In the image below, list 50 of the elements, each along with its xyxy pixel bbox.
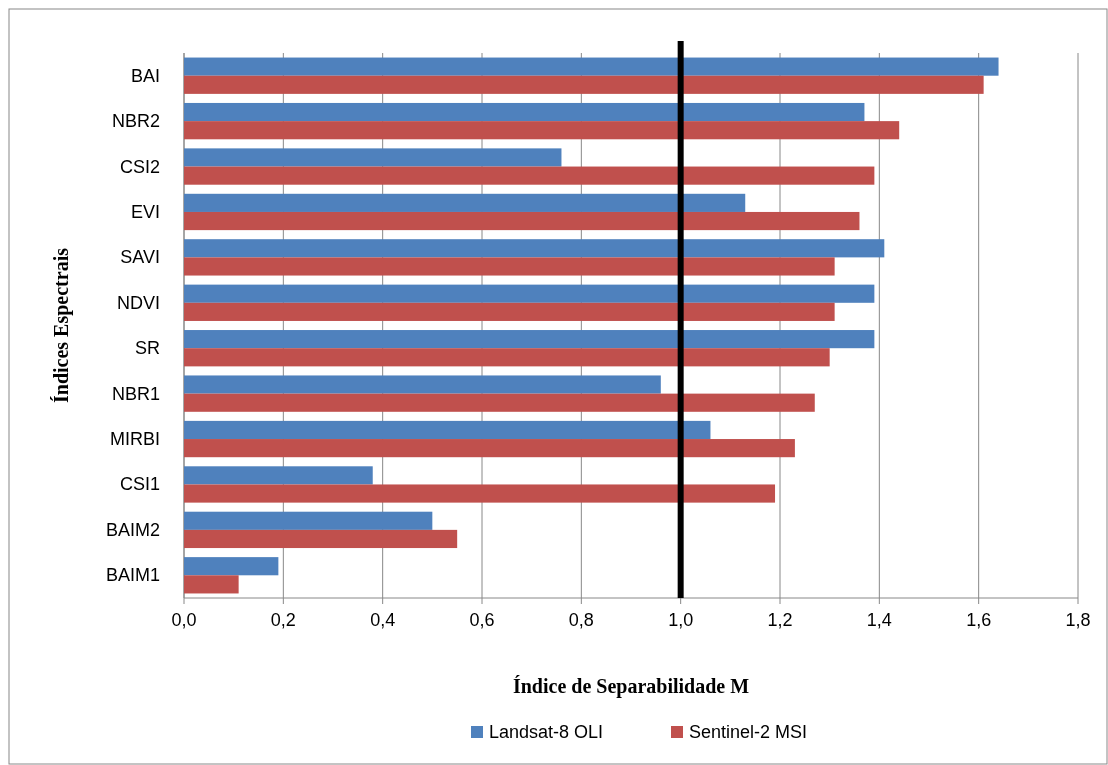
y-tick-label: NDVI <box>116 292 160 313</box>
bar <box>184 348 830 367</box>
bar <box>184 166 875 185</box>
bar <box>184 102 865 122</box>
x-tick-label: 1,0 <box>668 610 694 630</box>
y-tick-label: NBR2 <box>111 111 160 132</box>
bar <box>184 439 795 458</box>
bar <box>184 511 433 530</box>
bar <box>184 211 860 231</box>
x-axis-title: Índice de Separabilidade M <box>512 675 750 698</box>
bar <box>184 330 875 349</box>
bar <box>184 121 900 140</box>
y-tick-label: SR <box>134 338 160 359</box>
bar <box>184 148 562 167</box>
bar <box>184 284 875 303</box>
legend-label: Sentinel-2 MSI <box>689 722 808 742</box>
x-tick-label: 1,2 <box>767 610 793 630</box>
y-tick-label: BAIM1 <box>105 565 160 586</box>
bar <box>184 529 458 549</box>
bar <box>184 257 835 276</box>
y-tick-label: NBR1 <box>111 383 160 404</box>
x-tick-label: 1,4 <box>866 610 892 630</box>
bar <box>184 75 984 94</box>
y-tick-label: BAI <box>130 65 160 86</box>
bar <box>184 575 239 594</box>
y-tick-label: SAVI <box>120 247 160 268</box>
x-tick-label: 0,4 <box>370 610 396 630</box>
x-tick-label: 0,6 <box>469 610 495 630</box>
bar <box>184 239 885 258</box>
bar <box>184 420 711 440</box>
y-tick-label: CSI2 <box>119 156 160 177</box>
legend-label: Landsat-8 OLI <box>489 722 604 742</box>
y-axis-title: Índices Espectrais <box>50 247 73 403</box>
bar <box>184 484 776 503</box>
bar <box>184 193 746 212</box>
x-tick-label: 0,8 <box>568 610 594 630</box>
y-tick-label: MIRBI <box>109 429 160 450</box>
y-tick-label: EVI <box>130 201 160 222</box>
y-tick-label: CSI1 <box>119 474 160 495</box>
bar <box>184 57 999 76</box>
bar <box>184 393 815 412</box>
x-tick-label: 1,8 <box>1065 610 1091 630</box>
x-tick-label: 0,2 <box>270 610 296 630</box>
x-tick-label: 0,0 <box>171 610 197 630</box>
bar <box>184 302 835 321</box>
bar <box>184 375 661 394</box>
x-tick-label: 1,6 <box>966 610 992 630</box>
bar <box>184 466 373 485</box>
bar <box>184 557 279 576</box>
y-tick-label: BAIM2 <box>105 519 160 540</box>
